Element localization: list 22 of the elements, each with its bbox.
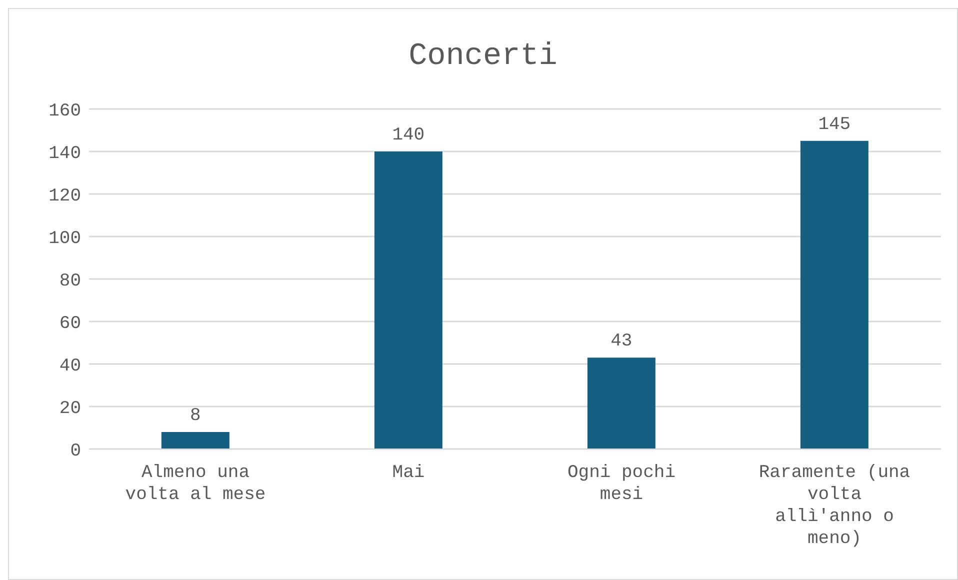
x-tick-label: Almeno una volta al mese [125,463,266,505]
bar [374,152,442,449]
y-tick-label: 140 [48,144,81,164]
y-tick-label: 80 [59,271,81,292]
y-tick-label: 0 [70,441,81,462]
data-label: 43 [610,332,632,352]
x-tick-label: Raramente (una volta allì'anno o meno) [758,463,910,549]
y-tick-label: 40 [59,356,81,376]
data-label: 145 [818,114,851,135]
y-tick-label: 120 [48,186,81,206]
data-label: 140 [392,126,425,146]
y-tick-label: 100 [48,228,81,249]
chart-title: Concerti [408,39,558,74]
bar [800,140,868,449]
bar [587,358,656,449]
x-tick-label: Mai [392,463,425,483]
bar [161,432,230,449]
data-label: 8 [190,406,201,426]
y-tick-label: 160 [48,101,81,122]
x-tick-label: Ogni pochi mesi [567,463,676,505]
y-tick-label: 60 [59,314,81,334]
y-tick-label: 20 [59,398,81,419]
